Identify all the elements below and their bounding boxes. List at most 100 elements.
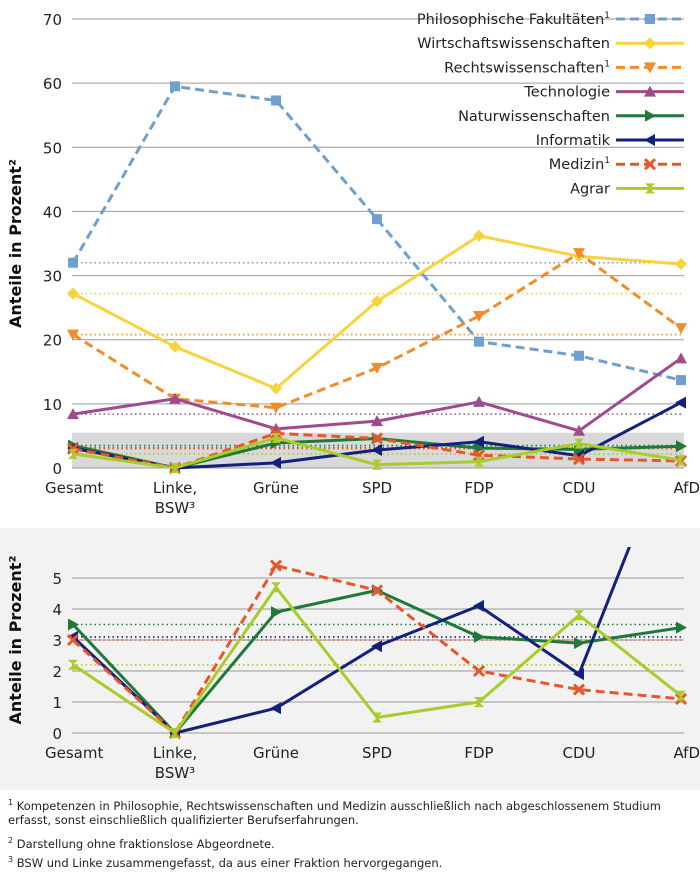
y-tick-label: 2 <box>52 663 62 681</box>
footnote-text: Kompetenzen in Philosophie, Rechtswissen… <box>8 798 661 827</box>
data-point-agrar <box>372 459 382 470</box>
data-point-medizin <box>472 449 486 462</box>
x-tick-label: CDU <box>562 744 595 762</box>
data-point-philosophische-fakultäten <box>68 257 78 268</box>
data-point-technologie <box>371 415 383 427</box>
data-point-naturwissenschaften <box>676 440 687 453</box>
data-point-informatik <box>675 396 686 409</box>
data-point-technologie <box>473 395 485 407</box>
legend-marker <box>645 109 656 122</box>
data-point-technologie <box>675 352 687 364</box>
x-tick-label: SPD <box>362 744 392 762</box>
x-tick-label-line: AfD <box>673 479 700 497</box>
data-point-wirtschaftswissenschaften <box>675 258 687 271</box>
data-point-rechtswissenschaften <box>473 310 485 322</box>
bottom-zoom-line-chart: 0 1 2 3 4 5 Anteile in Prozent² Gesamt Linke, BSW… <box>6 547 700 782</box>
data-point-philosophische-fakultäten <box>372 214 382 225</box>
y-tick-label: 10 <box>43 396 62 414</box>
legend: Philosophische Fakultäten1 Wirtschaftswis… <box>417 11 684 197</box>
data-point-medizin <box>66 442 80 455</box>
x-tick-label-line: BSW³ <box>155 764 195 782</box>
data-point-informatik <box>473 435 484 448</box>
data-point-rechtswissenschaften <box>573 248 585 260</box>
data-point-agrar <box>68 448 78 459</box>
data-point-medizin <box>370 432 384 445</box>
data-point-wirtschaftswissenschaften <box>371 295 383 308</box>
legend-marker <box>644 85 656 97</box>
x-tick-label: SPD <box>362 479 392 497</box>
legend-item-medizin: Medizin1 <box>549 156 684 173</box>
data-point-philosophische-fakultäten <box>676 375 686 386</box>
data-point-informatik <box>67 630 78 643</box>
legend-superscript: 1 <box>604 59 610 69</box>
x-tick-label-line: BSW³ <box>155 499 195 517</box>
data-point-philosophische-fakultäten <box>170 81 180 92</box>
x-tick-label: AfD <box>673 744 700 762</box>
data-point-wirtschaftswissenschaften <box>169 340 181 353</box>
data-point-wirtschaftswissenschaften <box>270 382 282 395</box>
data-point-agrar <box>271 432 281 443</box>
top-line-chart: 0 10 20 30 40 50 60 70 Anteile in Prozent² Gesamt… <box>6 11 700 517</box>
data-point-medizin <box>66 633 80 647</box>
legend-marker <box>643 158 657 171</box>
legend-label: Agrar <box>570 181 610 197</box>
x-tick-label: FDP <box>464 744 493 762</box>
legend-marker <box>645 14 655 24</box>
data-point-rechtswissenschaften <box>67 329 79 341</box>
data-point-agrar <box>170 463 180 473</box>
data-point-technologie <box>573 424 585 436</box>
x-tick-label: Grüne <box>253 744 299 762</box>
x-tick-label: Linke, BSW³ <box>153 479 197 517</box>
data-point-medizin <box>572 452 586 466</box>
legend-label: Technologie <box>523 85 610 101</box>
data-point-informatik <box>573 668 584 681</box>
footnote-1: 1 Kompetenzen in Philosophie, Rechtswiss… <box>8 796 692 827</box>
legend-superscript: 1 <box>604 156 610 166</box>
data-point-informatik <box>371 444 382 457</box>
data-point-wirtschaftswissenschaften <box>67 287 79 300</box>
data-point-agrar <box>68 659 78 670</box>
x-tick-label-line: Linke, <box>153 479 197 497</box>
legend-marker <box>644 62 656 74</box>
data-point-agrar <box>271 582 281 593</box>
bottom-panel-background <box>0 528 700 790</box>
data-point-naturwissenschaften <box>474 630 485 643</box>
data-point-informatik <box>473 599 484 612</box>
data-point-medizin <box>472 664 486 678</box>
legend-label: Wirtschaftswissenschaften <box>417 36 610 52</box>
data-point-agrar <box>676 690 686 701</box>
data-point-naturwissenschaften <box>68 618 79 631</box>
y-tick-label: 30 <box>43 268 62 286</box>
data-point-naturwissenschaften <box>676 621 687 634</box>
y-tick-label: 1 <box>52 694 62 712</box>
y-tick-label: 0 <box>52 460 62 478</box>
footnote-3: 3 BSW und Linke zusammengefasst, da aus … <box>8 853 692 870</box>
data-point-agrar <box>474 456 484 467</box>
y-tick-label: 40 <box>43 203 62 221</box>
y-tick-label: 70 <box>43 11 62 29</box>
plot-area <box>66 81 688 475</box>
data-point-naturwissenschaften <box>574 637 585 650</box>
x-tick-label-line: FDP <box>464 479 493 497</box>
y-tick-label: 50 <box>43 139 62 157</box>
data-point-philosophische-fakultäten <box>574 350 584 361</box>
legend-item-technologie: Technologie <box>523 85 684 101</box>
x-tick-label-line: AfD <box>673 744 700 762</box>
data-point-wirtschaftswissenschaften <box>473 229 485 242</box>
data-point-agrar <box>574 610 584 621</box>
legend-label: Rechtswissenschaften1 <box>444 59 610 76</box>
legend-item-agrar: Agrar <box>570 181 684 197</box>
data-point-agrar <box>676 455 686 466</box>
x-tick-label-line: CDU <box>562 479 595 497</box>
y-tick-label: 4 <box>52 601 62 619</box>
footnote-text: Darstellung ohne fraktionslose Abgeordne… <box>16 836 275 851</box>
data-point-informatik <box>371 640 382 653</box>
data-point-informatik <box>270 702 281 715</box>
data-point-technologie <box>67 408 79 420</box>
data-point-rechtswissenschaften <box>371 362 383 374</box>
plot-area <box>66 547 688 740</box>
x-tick-label: Linke, BSW³ <box>153 744 197 782</box>
data-point-agrar <box>170 728 180 738</box>
x-tick-label: AfD <box>673 479 700 497</box>
